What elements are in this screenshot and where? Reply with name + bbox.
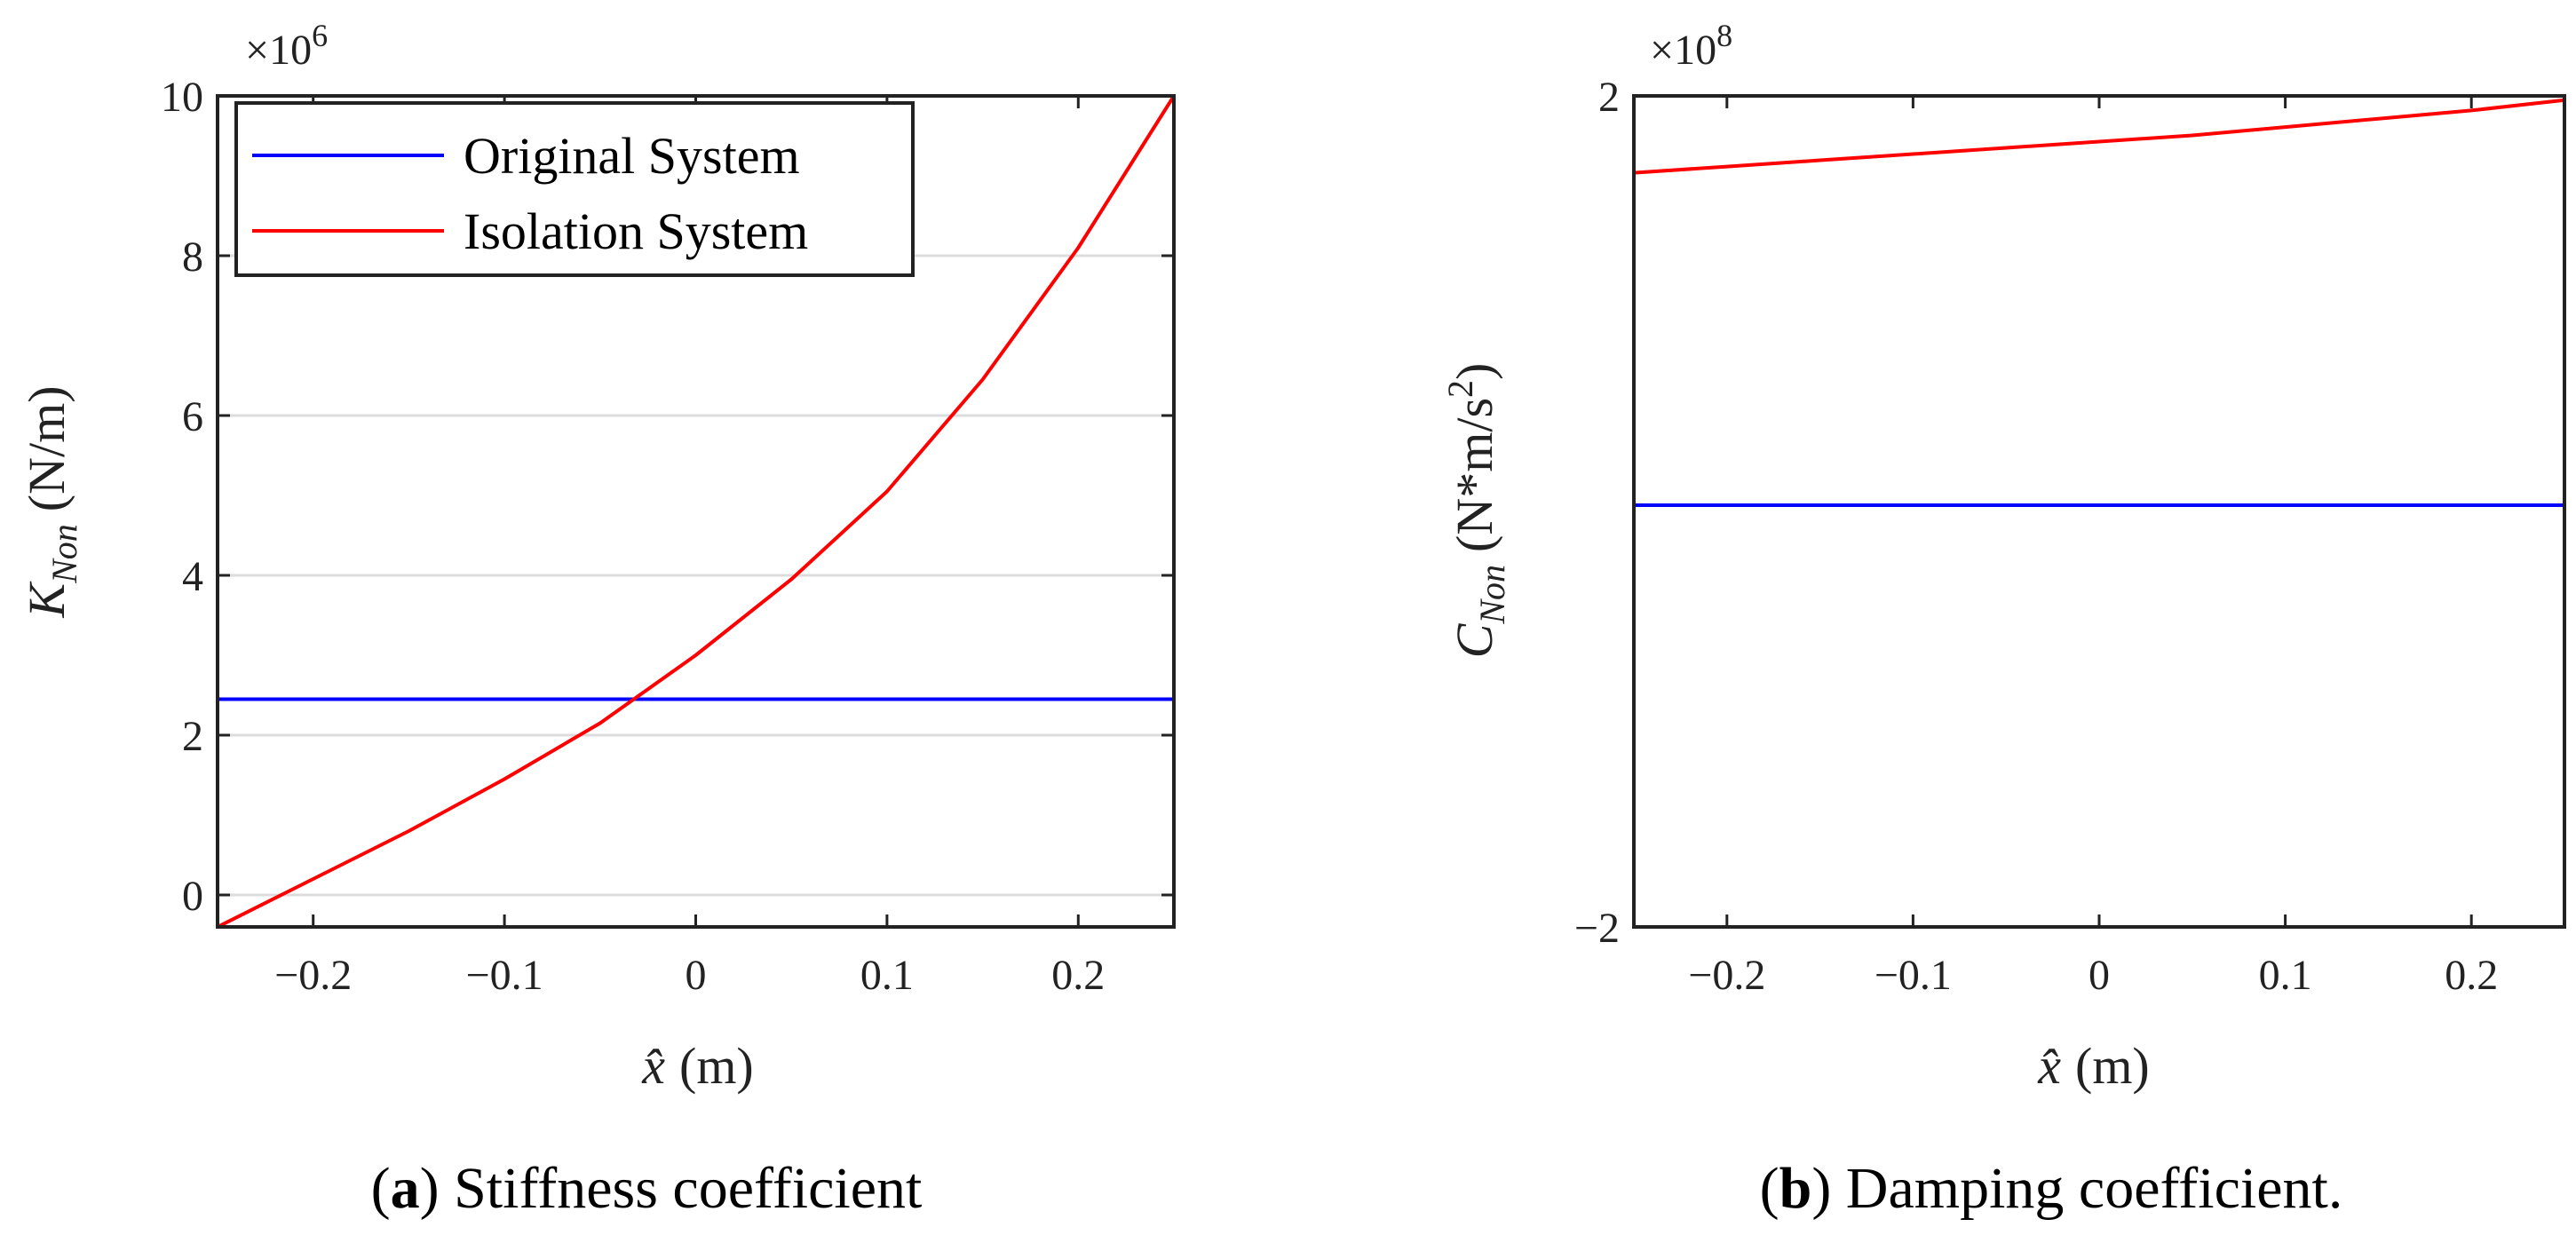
x-axis-label-b: x̂ (m): [2037, 1037, 2150, 1095]
panel-b-damping: −0.2 −0.1 0 0.1 0.2 −2 2 ×108 CNon(N*m/s2) x̂(…: [1440, 18, 2566, 1221]
legend-label-original: Original System: [464, 127, 800, 185]
legend-label-isolation: Isolation System: [464, 202, 808, 260]
plot-area-b: −0.2 −0.1 0 0.1 0.2 −2 2: [1574, 74, 2566, 999]
y-tick-label: 6: [182, 393, 203, 440]
series-line-isolation-system: [217, 94, 1176, 929]
x-tick-label: −0.1: [466, 952, 543, 999]
y-tick-label: 2: [182, 713, 203, 760]
x-tick-label: 0.2: [2445, 952, 2498, 999]
x-tick-label: 0.2: [1051, 952, 1105, 999]
y-tick-label: 4: [182, 553, 203, 600]
plot-background-b: [1634, 96, 2564, 927]
x-tick-label: −0.2: [1688, 952, 1765, 999]
x-tick-label: 0: [2089, 952, 2110, 999]
legend-a: Original System Isolation System: [234, 101, 915, 277]
x-tick-label: −0.2: [274, 952, 352, 999]
y-tick-label: 10: [161, 74, 203, 121]
y-tick-label: 0: [182, 873, 203, 920]
x-tick-label: −0.1: [1875, 952, 1952, 999]
y-tick-label: 8: [182, 234, 203, 281]
y-axis-label-b: CNon(N*m/s2): [1440, 363, 1512, 659]
x-tick-label: 0.1: [860, 952, 914, 999]
x-tick-label: 0: [686, 952, 707, 999]
series-line-isolation-system: [1633, 98, 2565, 175]
caption-b: (b) Damping coefficient.: [1760, 1156, 2343, 1221]
exponent-label-b: ×108: [1650, 18, 1732, 74]
y-axis-label-a: KNon(N/m): [18, 385, 84, 618]
exponent-label-a: ×106: [245, 18, 328, 74]
legend-box: [234, 101, 915, 277]
y-tick-label: 2: [1598, 74, 1620, 121]
x-tick-label: 0.1: [2259, 952, 2312, 999]
caption-a: (a) Stiffness coefficient: [371, 1156, 923, 1221]
y-tick-label: −2: [1574, 905, 1620, 952]
x-axis-label-a: x̂ (m): [641, 1037, 754, 1095]
panel-a-stiffness: −0.2 −0.1 0 0.1 0.2 0 2 4 6 8 10 ×106 KNon(N/m) x̂…: [18, 18, 1176, 1221]
